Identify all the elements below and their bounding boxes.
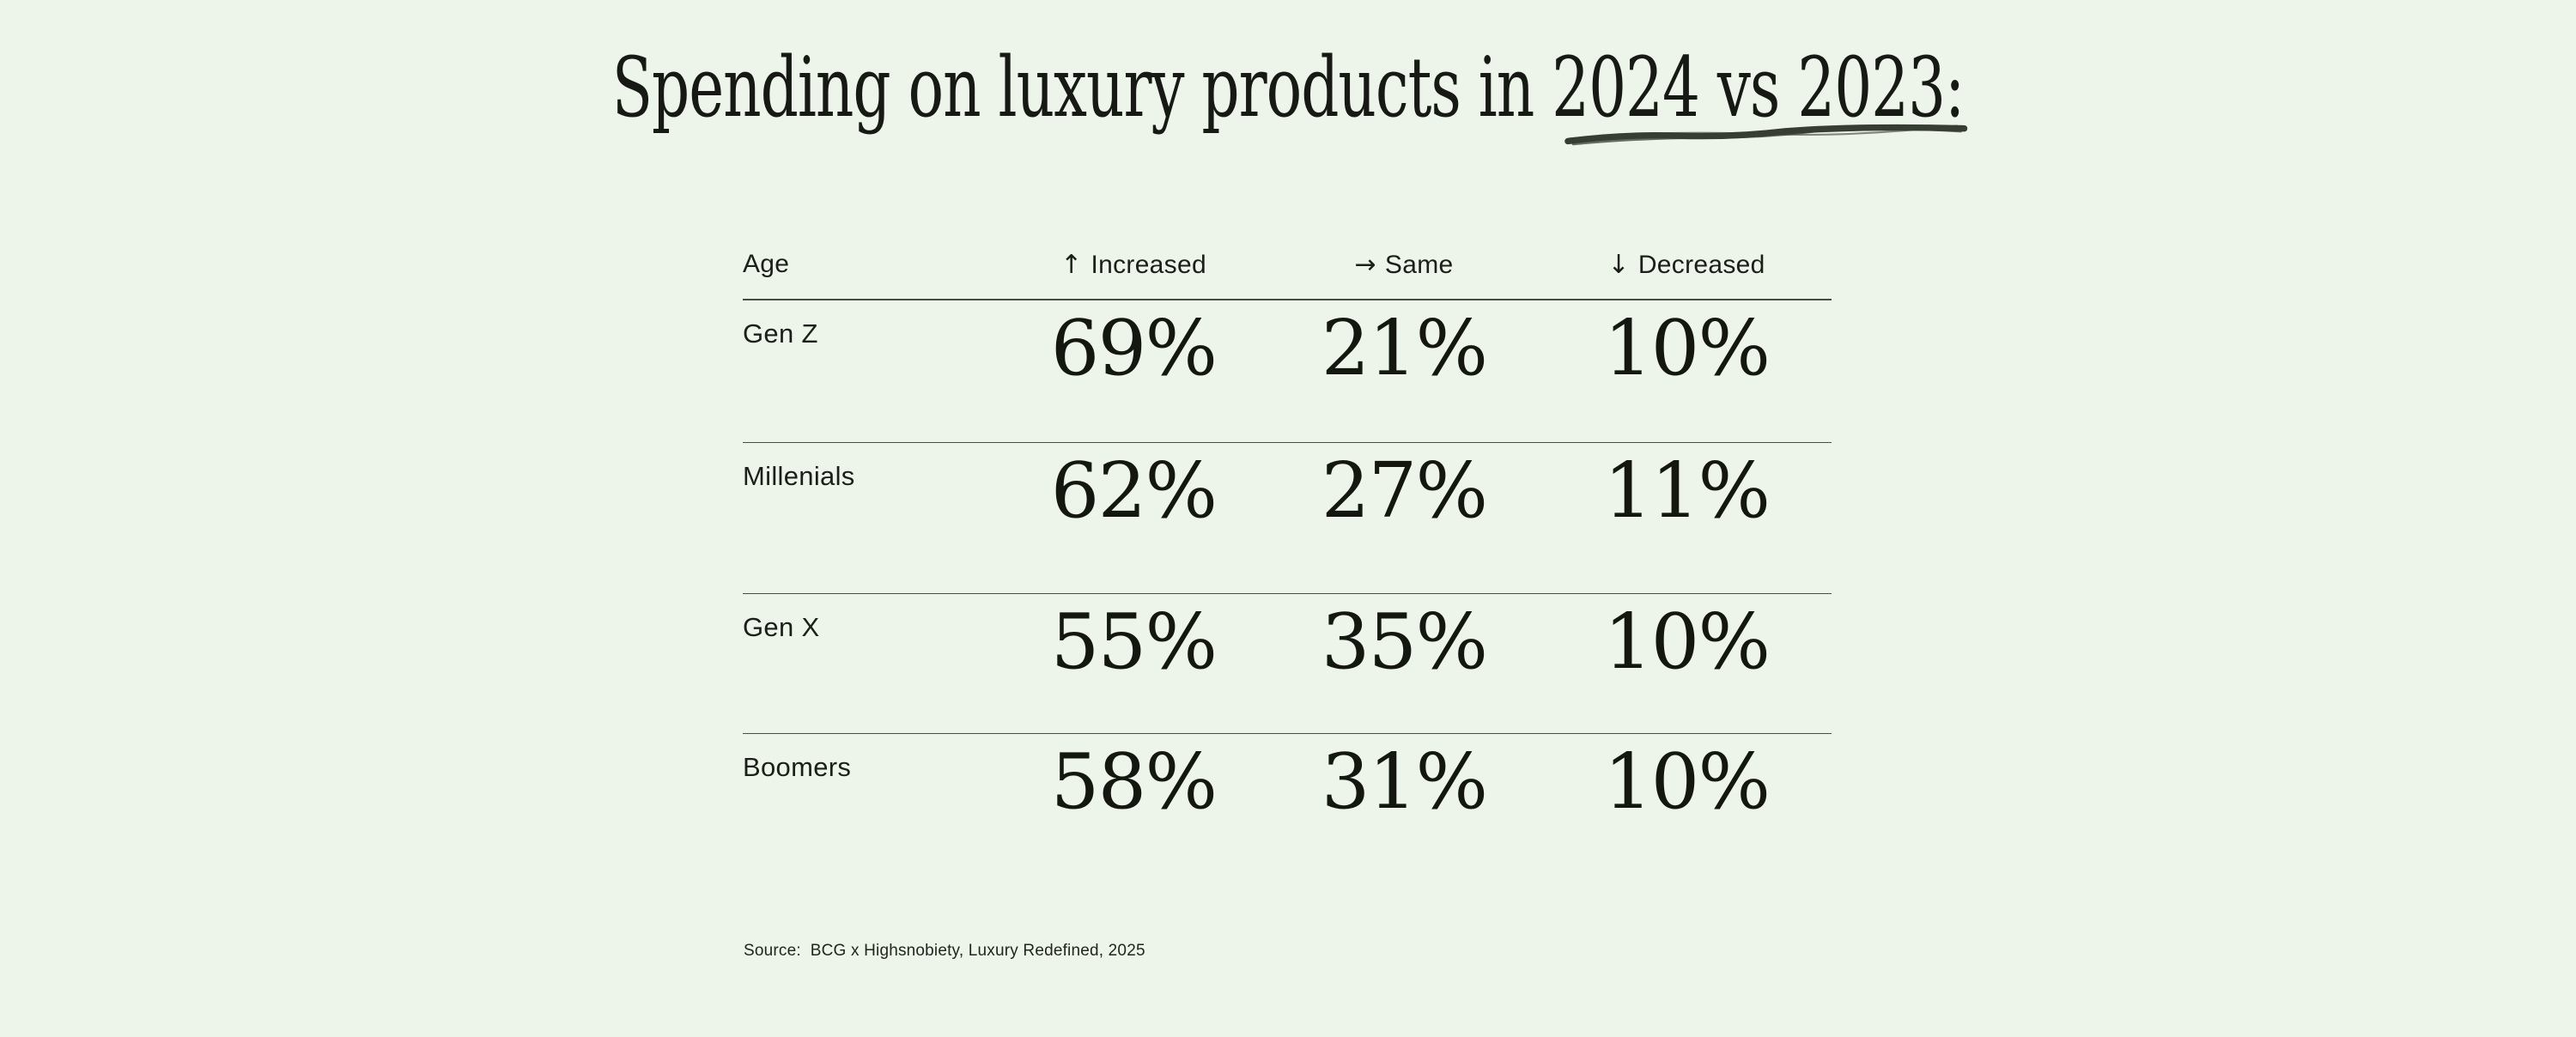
value-increased: 69% xyxy=(1050,303,1218,392)
value-increased: 55% xyxy=(1050,597,1218,686)
column-header-same-label: Same xyxy=(1384,251,1454,279)
value-increased: 62% xyxy=(1050,446,1218,535)
table-header-row: Age ↑ Increased → Same ↓ Decreased xyxy=(743,245,1832,300)
value-same: 35% xyxy=(1321,597,1488,686)
value-same: 27% xyxy=(1321,446,1488,535)
column-header-increased-label: Increased xyxy=(1091,251,1206,279)
column-header-same: → Same xyxy=(1267,245,1541,299)
title-highlight: 2024 vs 2023: xyxy=(1552,42,1968,146)
spending-table: Age ↑ Increased → Same ↓ Decreased Gen Z 69… xyxy=(743,245,1832,882)
value-same: 31% xyxy=(1321,737,1488,826)
value-same: 21% xyxy=(1321,303,1488,392)
title-highlight-text: 2024 vs 2023: xyxy=(1552,39,1965,136)
value-decreased: 10% xyxy=(1603,737,1771,826)
column-header-decreased: ↓ Decreased xyxy=(1541,245,1832,299)
value-decreased: 10% xyxy=(1603,303,1771,392)
source-note: Source: BCG x Highsnobiety, Luxury Redef… xyxy=(744,942,1145,960)
column-header-age: Age xyxy=(743,245,1000,299)
column-header-increased: ↑ Increased xyxy=(1000,245,1267,299)
value-increased: 58% xyxy=(1050,737,1218,826)
column-header-age-label: Age xyxy=(743,250,790,278)
table-row-gen-x: Gen X 55% 35% 10% xyxy=(743,594,1832,734)
up-arrow-icon: ↑ xyxy=(1060,250,1083,280)
table-row-millenials: Millenials 62% 27% 11% xyxy=(743,443,1832,594)
row-label: Millenials xyxy=(743,461,855,491)
value-decreased: 10% xyxy=(1603,597,1771,686)
title-prefix: Spending on luxury products in xyxy=(611,39,1552,136)
value-decreased: 11% xyxy=(1603,446,1771,535)
row-label: Gen Z xyxy=(743,318,818,349)
row-label: Boomers xyxy=(743,752,852,782)
table-row-gen-z: Gen Z 69% 21% 10% xyxy=(743,300,1832,443)
table-row-boomers: Boomers 58% 31% 10% xyxy=(743,734,1832,882)
column-header-decreased-label: Decreased xyxy=(1637,251,1765,279)
down-arrow-icon: ↓ xyxy=(1607,250,1630,280)
page-title: Spending on luxury products in 2024 vs 2… xyxy=(361,42,2215,146)
right-arrow-icon: → xyxy=(1354,250,1376,280)
row-label: Gen X xyxy=(743,612,820,642)
